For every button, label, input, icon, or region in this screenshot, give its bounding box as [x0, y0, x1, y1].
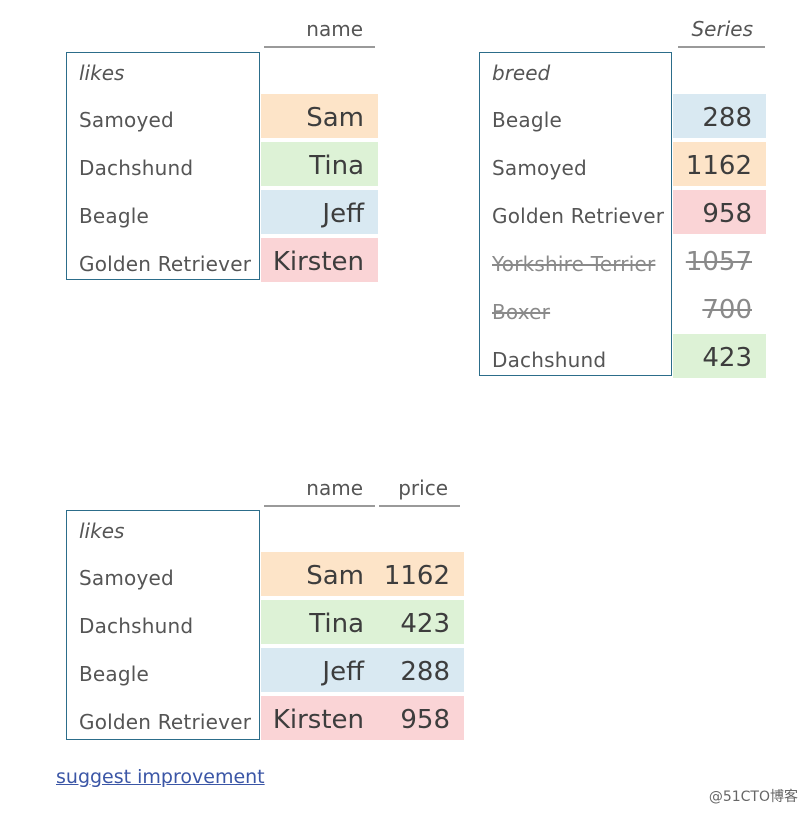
index-box: likes Samoyed Dachshund Beagle Golden Re…: [66, 52, 260, 280]
price-cell: 1162: [378, 552, 464, 596]
value-cell: Kirsten: [261, 238, 378, 282]
name-cell: Sam: [261, 552, 378, 596]
value-cell: 288: [673, 94, 766, 138]
index-item: Golden Retriever: [79, 710, 252, 734]
index-item: Dachshund: [492, 348, 607, 372]
name-cell: Tina: [261, 600, 378, 644]
index-item: Dachshund: [79, 156, 194, 180]
index-item: Beagle: [79, 204, 150, 228]
value-cell-dropped: 700: [702, 295, 752, 325]
column-header-price: price: [379, 459, 460, 507]
index-item: Samoyed: [79, 108, 174, 132]
value-cell-dropped: 1057: [685, 247, 752, 277]
column-header-name: name: [264, 459, 375, 507]
price-cell: 288: [378, 648, 464, 692]
index-item-dropped: Yorkshire Terrier: [492, 252, 656, 276]
index-title: breed: [492, 61, 551, 85]
suggest-improvement-link[interactable]: suggest improvement: [56, 766, 265, 788]
index-item: Golden Retriever: [79, 252, 252, 276]
name-cell: Kirsten: [261, 696, 378, 740]
index-title: likes: [79, 519, 125, 543]
column-header-series: Series: [678, 0, 765, 48]
watermark: @51CTO博客: [708, 789, 798, 805]
index-item: Dachshund: [79, 614, 194, 638]
index-item: Samoyed: [492, 156, 587, 180]
index-box: likes Samoyed Dachshund Beagle Golden Re…: [66, 510, 260, 740]
index-item: Beagle: [79, 662, 150, 686]
price-cell: 423: [378, 600, 464, 644]
index-box: breed Beagle Samoyed Golden Retriever Yo…: [479, 52, 672, 376]
value-cell: 958: [673, 190, 766, 234]
index-item-dropped: Boxer: [492, 300, 551, 324]
index-item: Golden Retriever: [492, 204, 665, 228]
price-cell: 958: [378, 696, 464, 740]
column-header-name: name: [264, 0, 375, 48]
index-item: Beagle: [492, 108, 563, 132]
value-cell: Sam: [261, 94, 378, 138]
value-cell: Tina: [261, 142, 378, 186]
index-title: likes: [79, 61, 125, 85]
value-cell: 423: [673, 334, 766, 378]
value-cell: 1162: [673, 142, 766, 186]
name-cell: Jeff: [261, 648, 378, 692]
index-item: Samoyed: [79, 566, 174, 590]
value-cell: Jeff: [261, 190, 378, 234]
